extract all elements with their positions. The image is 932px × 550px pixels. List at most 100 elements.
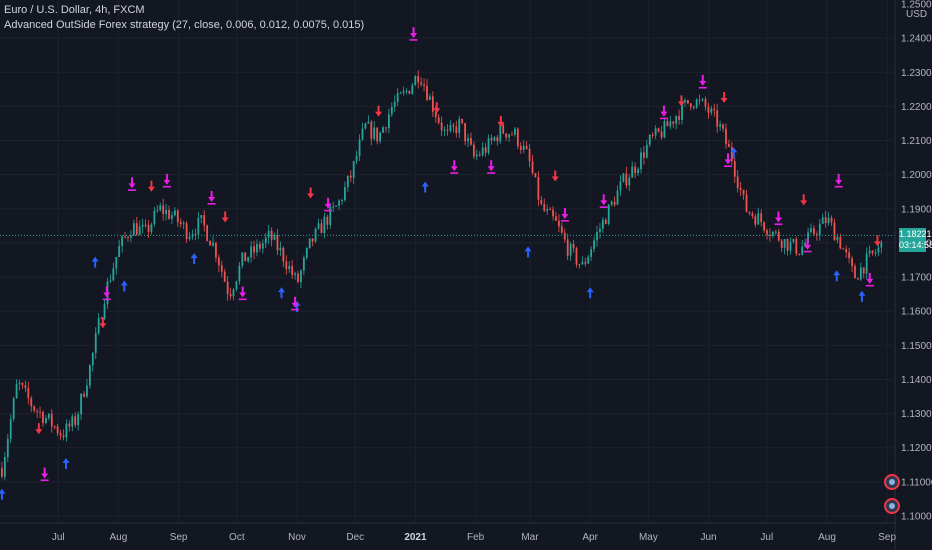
candle-body — [686, 99, 689, 104]
candle-body — [215, 242, 217, 258]
candle-body — [103, 304, 106, 319]
candle-body — [12, 398, 15, 420]
candle-body — [742, 189, 745, 195]
exit-arrow-icon — [103, 286, 111, 298]
candle-body — [763, 222, 765, 231]
candle-body — [24, 385, 27, 388]
candle-body — [317, 223, 320, 229]
candle-body — [411, 85, 414, 94]
candle-body — [657, 128, 660, 132]
candle-body — [130, 235, 132, 238]
candle-body — [848, 252, 851, 259]
exit-arrow-icon — [291, 296, 299, 308]
candle-body — [499, 124, 502, 142]
candle-body — [97, 318, 100, 334]
exit-arrow-icon — [450, 160, 458, 172]
candle-body — [481, 147, 484, 156]
price-tick-label: 1.25000 — [901, 0, 932, 11]
candle-body — [355, 156, 358, 162]
candle-body — [124, 236, 126, 238]
time-tick-label: 2021 — [404, 532, 427, 543]
exit-bar — [560, 220, 569, 222]
candle-body — [798, 253, 801, 255]
candle-body — [733, 161, 736, 177]
exit-bar — [698, 86, 707, 89]
candle-body — [39, 411, 41, 413]
candle-body — [367, 121, 370, 124]
symbol-title[interactable]: Euro / U.S. Dollar, 4h, FXCM — [4, 4, 145, 16]
candle-body — [862, 267, 865, 274]
time-axis[interactable]: Jul Aug Sep Oct Nov Dec 2021 Feb Mar Apr May Jun Jul… — [0, 522, 897, 543]
candle-body — [226, 281, 229, 295]
short-entry-arrow-icon — [221, 211, 229, 223]
long-entry-arrow-icon — [730, 147, 738, 159]
exit-arrow-icon — [163, 173, 171, 185]
candle-body — [651, 134, 654, 136]
current-price-badge: 1.18221 03:14:58 — [899, 228, 932, 253]
candle-body — [426, 85, 428, 100]
candle-body — [159, 205, 162, 211]
price-axis-background — [895, 0, 932, 550]
candle-body — [540, 199, 543, 204]
candle-body — [238, 265, 241, 282]
candle-body — [1, 468, 3, 477]
candle-body — [534, 173, 537, 178]
candle-body — [326, 216, 329, 225]
candle-body — [810, 228, 812, 233]
short-entry-arrow-icon — [873, 235, 881, 247]
candle-body — [634, 166, 637, 174]
candle-body — [203, 215, 206, 226]
candle-body — [792, 239, 795, 242]
candle-body — [68, 423, 71, 427]
candle-body — [244, 252, 247, 262]
candle-body — [162, 205, 165, 215]
exit-arrow-icon — [239, 286, 247, 298]
candle-body — [50, 413, 53, 427]
candle-body — [643, 152, 645, 158]
candle-body — [361, 128, 364, 140]
time-tick-label: Jul — [760, 532, 773, 543]
candle-body — [637, 169, 639, 174]
candle-body — [842, 248, 845, 250]
candle-body — [728, 143, 730, 147]
candle-body — [112, 268, 115, 281]
candle-body — [827, 217, 830, 224]
scroll-down-button[interactable] — [884, 498, 900, 514]
time-tick-label: Feb — [467, 532, 485, 543]
candle-body — [511, 134, 513, 136]
candle-body — [572, 243, 575, 249]
candle-body — [660, 131, 663, 138]
candle-body — [695, 99, 698, 108]
candle-body — [364, 123, 367, 129]
scroll-up-button[interactable] — [884, 474, 900, 490]
candle-body — [3, 457, 6, 477]
price-tick-label: 1.15000 — [901, 341, 932, 352]
chart-legend: Euro / U.S. Dollar, 4h, FXCM Advanced Ou… — [4, 3, 364, 33]
candle-body — [329, 207, 332, 225]
price-tick-label: 1.13000 — [901, 409, 932, 420]
candle-body — [704, 99, 707, 107]
bar-countdown: 03:14:58 — [899, 240, 932, 251]
candle-body — [575, 248, 578, 265]
long-entry-arrow-icon — [277, 287, 285, 299]
candle-body — [150, 224, 153, 232]
candle-body — [74, 416, 77, 426]
candle-body — [675, 116, 678, 124]
time-tick-label: Dec — [346, 532, 364, 543]
exit-bar — [409, 39, 418, 41]
candle-body — [273, 235, 276, 240]
candle-body — [745, 194, 748, 212]
indicator-title[interactable]: Advanced OutSide Forex strategy (27, clo… — [4, 19, 365, 31]
time-tick-label: Nov — [288, 532, 306, 543]
candle-body — [801, 246, 804, 255]
candle-body — [305, 247, 308, 258]
candle-body — [332, 206, 335, 208]
long-entry-arrow-icon — [91, 256, 99, 268]
current-price-value: 1.18221 — [899, 229, 932, 240]
short-entry-arrow-icon — [497, 115, 505, 127]
price-tick-label: 1.10000 — [901, 512, 932, 523]
candle-body — [147, 224, 150, 232]
candle-body — [475, 154, 478, 157]
